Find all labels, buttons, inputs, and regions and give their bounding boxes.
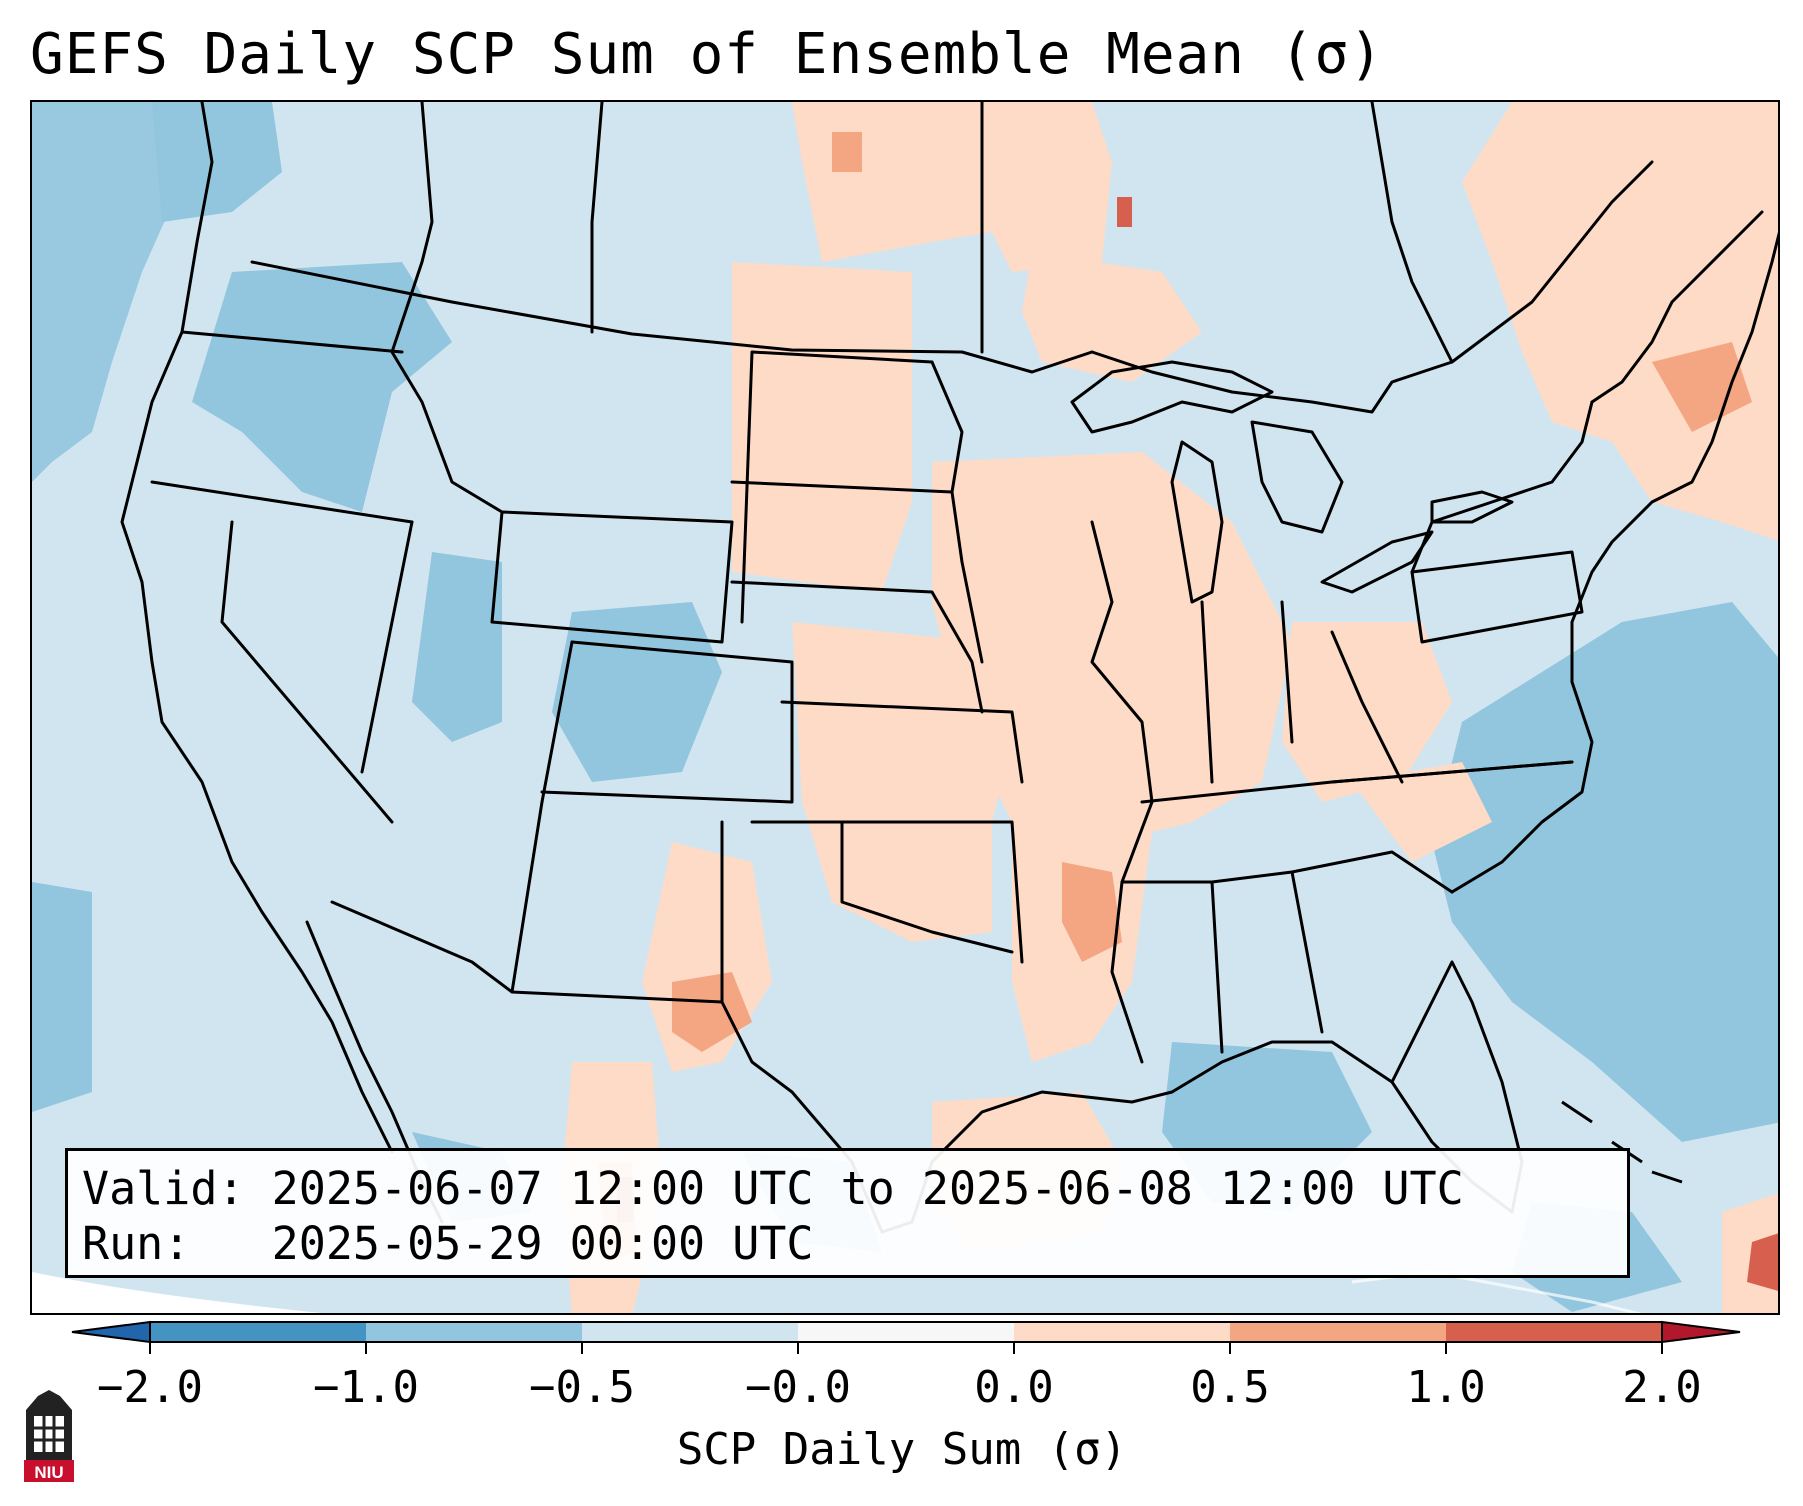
border-ne-ks xyxy=(730,580,984,714)
border-ks-ok xyxy=(780,700,1024,784)
lake-michigan xyxy=(1170,440,1224,604)
lake-superior xyxy=(1070,360,1274,434)
anomaly-dakotas xyxy=(732,262,912,592)
canada-east-border xyxy=(1090,160,1654,414)
colorbar-tick-label: −0.0 xyxy=(745,1362,851,1413)
border-wv-oh xyxy=(1330,630,1404,784)
lake-huron xyxy=(1250,420,1344,534)
border-pa xyxy=(1410,550,1584,644)
border-new-england xyxy=(1590,210,1764,404)
colorbar-tick-label: −0.5 xyxy=(529,1362,635,1413)
anomaly-pacific-nw xyxy=(32,102,192,482)
anomaly-north-plains xyxy=(152,102,282,222)
border-mississippi-river xyxy=(1090,520,1154,1064)
border-dakotas xyxy=(730,350,954,624)
colorbar-segment xyxy=(1446,1322,1662,1342)
border-manitoba xyxy=(590,102,604,334)
colorbar-frame xyxy=(149,1321,1663,1343)
run-time-text: Run: 2025-05-29 00:00 UTC xyxy=(82,1217,814,1270)
validity-info-box: Valid: 2025-06-07 12:00 UTC to 2025-06-0… xyxy=(65,1148,1630,1278)
border-bc-ab xyxy=(420,102,434,264)
colorbar-tick-label: −1.0 xyxy=(313,1362,419,1413)
logo-text: NIU xyxy=(34,1463,63,1482)
border-mn-ia xyxy=(930,360,984,664)
colorbar-tick-label: 0.5 xyxy=(1190,1362,1270,1413)
colorbar-under-extension xyxy=(71,1320,151,1344)
anomaly-colorado xyxy=(552,602,722,782)
anomaly-great-basin xyxy=(412,552,502,742)
border-az-nm xyxy=(510,800,544,994)
great-lakes xyxy=(1070,360,1514,604)
logo-window-grid xyxy=(34,1416,64,1452)
colorbar-segment xyxy=(366,1322,582,1342)
anomaly-dakotas-north xyxy=(792,102,1112,272)
colorbar-tick-label: −2.0 xyxy=(97,1362,203,1413)
border-wa-or xyxy=(180,330,404,354)
anomaly-strong-arkansas xyxy=(1062,862,1122,962)
colorbar-segment xyxy=(1230,1322,1446,1342)
anomaly-northeast xyxy=(1462,102,1778,541)
border-ca-nv xyxy=(220,520,394,824)
colorbar-segment xyxy=(150,1322,366,1342)
colorbar-over-extension xyxy=(1661,1320,1741,1344)
border-quebec xyxy=(1370,102,1454,364)
border-ny-ne xyxy=(1410,400,1594,574)
anomaly-northwest xyxy=(192,262,452,512)
page-title: GEFS Daily SCP Sum of Ensemble Mean (σ) xyxy=(30,22,1384,87)
border-ut-co xyxy=(540,640,574,804)
border-or-ca xyxy=(150,480,414,524)
border-id-mt xyxy=(390,260,504,514)
colorbar-segment xyxy=(1014,1322,1230,1342)
colorbar-tick-label: 2.0 xyxy=(1622,1362,1702,1413)
colorbar-tick-label: 0.0 xyxy=(974,1362,1054,1413)
logo-banner xyxy=(24,1460,74,1482)
anomaly-appalachia xyxy=(1352,762,1492,862)
anomaly-strong-northeast xyxy=(1652,342,1752,432)
colorbar-segment xyxy=(798,1322,1014,1342)
anomaly-kansas-okla xyxy=(792,622,1012,942)
canada-border xyxy=(250,260,1094,374)
border-il-in xyxy=(1200,600,1214,784)
colorbar-label: SCP Daily Sum (σ) xyxy=(676,1424,1128,1475)
border-va-nc xyxy=(1330,760,1574,784)
border-in-oh xyxy=(1280,600,1294,744)
border-mex-west xyxy=(330,820,724,1004)
valid-time-text: Valid: 2025-06-07 12:00 UTC to 2025-06-0… xyxy=(82,1162,1464,1215)
colorbar-tick-label: 1.0 xyxy=(1406,1362,1486,1413)
east-coast xyxy=(1450,231,1778,894)
border-ok-tx xyxy=(750,820,1024,964)
border-ga-sc xyxy=(1290,850,1454,894)
colorbar-segment xyxy=(582,1322,798,1342)
state-boundaries xyxy=(120,102,1778,1234)
anomaly-great-lakes-west xyxy=(1022,252,1202,382)
map-canvas xyxy=(32,102,1778,1313)
projection-edge-left xyxy=(32,1272,322,1313)
anomaly-strong-north xyxy=(832,132,862,172)
border-nv-ut xyxy=(360,520,414,774)
lake-ontario xyxy=(1430,490,1514,524)
anomaly-midwest xyxy=(932,452,1292,842)
anomaly-strong-caribbean xyxy=(1747,1233,1778,1291)
anomaly-west-atlantic xyxy=(1432,602,1778,1142)
lake-erie xyxy=(1320,530,1434,594)
anomaly-strong-nm xyxy=(672,972,752,1052)
anomaly-strong-nd xyxy=(1117,197,1132,227)
border-co xyxy=(540,640,794,804)
coastline-west xyxy=(120,102,394,1154)
anomaly-pacific-sw xyxy=(32,882,92,1112)
border-wy xyxy=(490,510,734,644)
niu-logo: NIU xyxy=(24,1390,74,1482)
map-panel xyxy=(30,100,1780,1315)
